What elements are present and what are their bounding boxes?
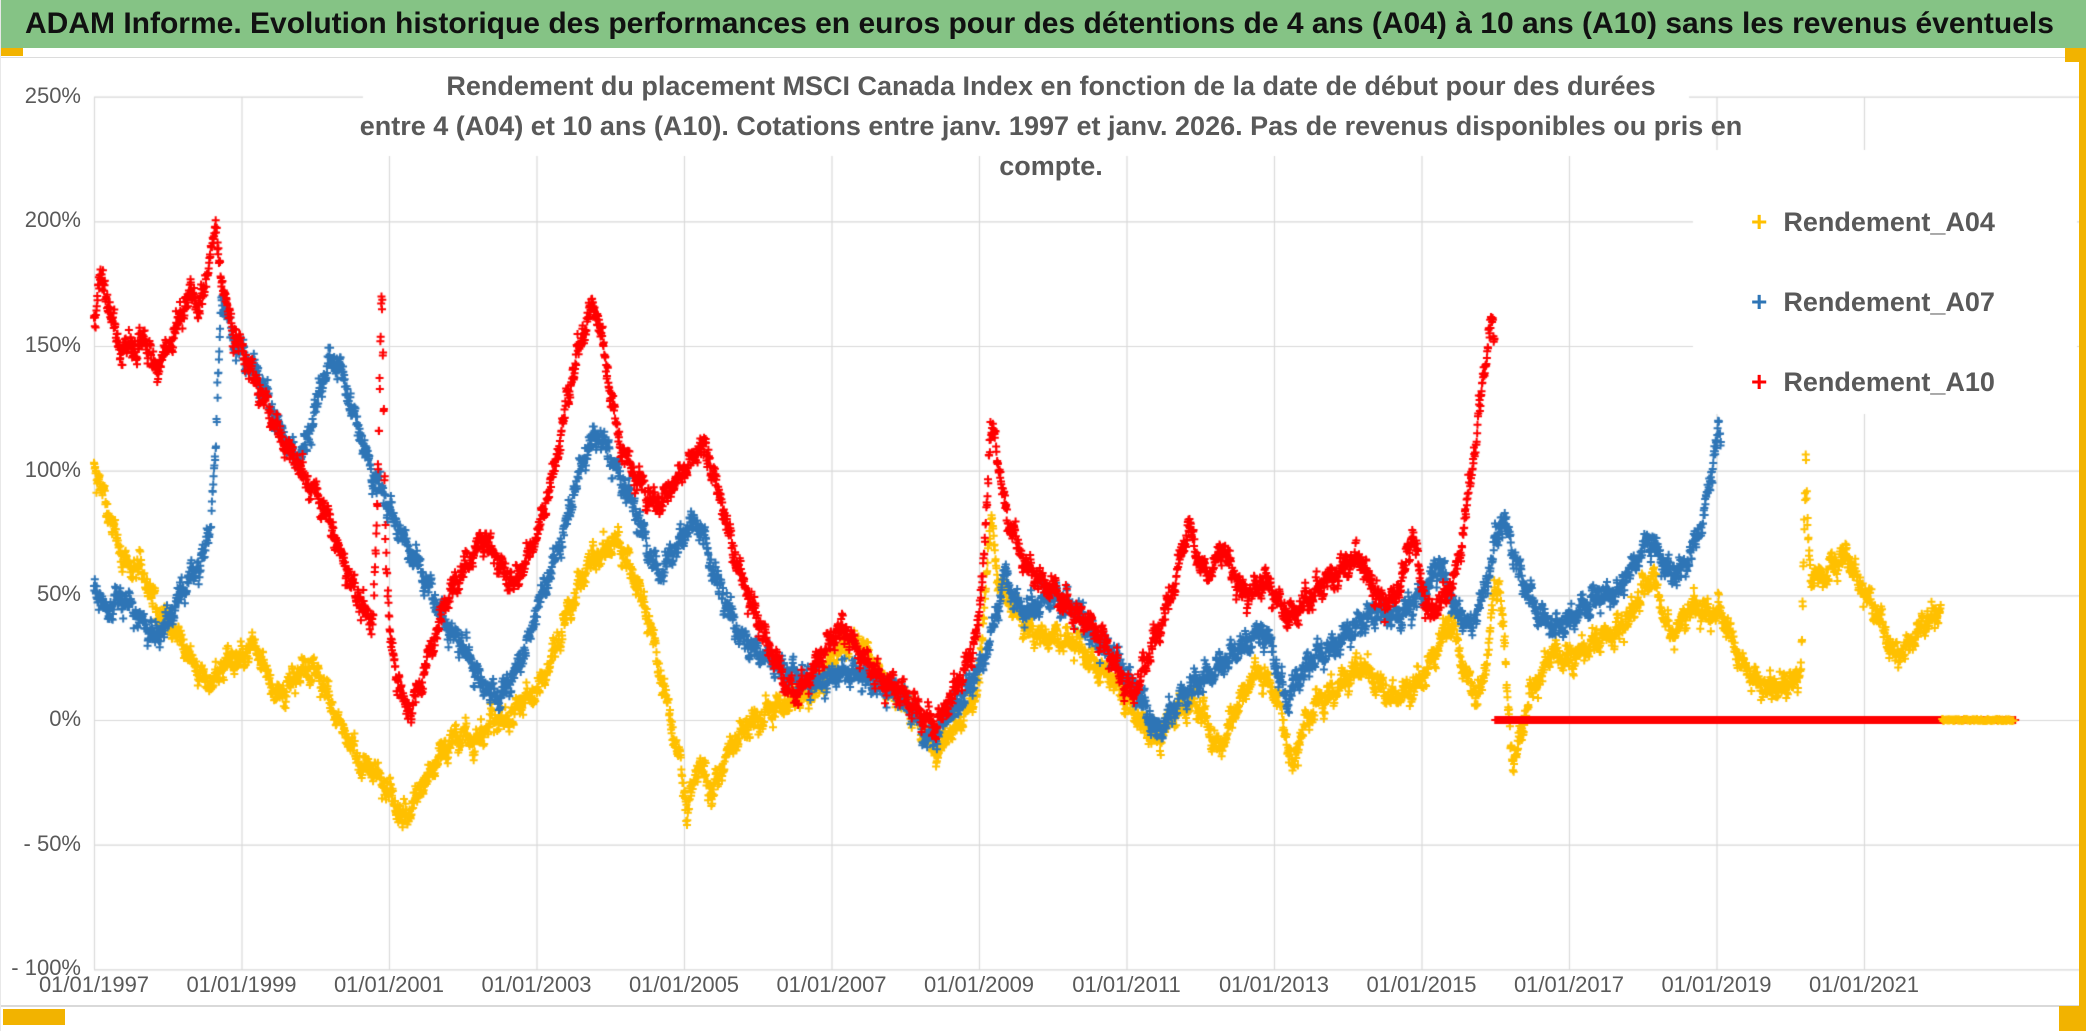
- x-axis-tick-label: 01/01/2021: [1808, 972, 1920, 997]
- x-axis-tick-label: 01/01/2017: [1513, 972, 1625, 997]
- y-axis-tick-label: - 50%: [23, 830, 81, 856]
- x-axis-tick-label: 01/01/1997: [38, 972, 150, 997]
- x-axis-tick-label: 01/01/2005: [628, 972, 740, 997]
- legend-item-rendement-a10[interactable]: + Rendement_A10: [1751, 362, 1995, 402]
- header-divider: [1, 57, 2086, 58]
- plus-marker-icon: +: [1751, 286, 1768, 317]
- x-axis-tick-label: 01/01/2019: [1661, 972, 1772, 997]
- plus-marker-icon: +: [1751, 206, 1768, 237]
- frame-accent-right: [2079, 48, 2086, 1031]
- frame-accent-bottom-left: [3, 1009, 65, 1025]
- legend-item-rendement-a04[interactable]: + Rendement_A04: [1751, 202, 1995, 242]
- chart-title-line1: Rendement du placement MSCI Canada Index…: [446, 71, 1656, 101]
- chart-title-line2: entre 4 (A04) et 10 ans (A10). Cotations…: [359, 111, 1743, 181]
- frame-bottom-divider: [1, 1005, 2086, 1007]
- legend-label: Rendement_A07: [1783, 286, 1995, 317]
- y-axis-tick-label: 200%: [24, 207, 81, 233]
- y-axis-tick-label: - 100%: [11, 955, 81, 981]
- plus-marker-icon: +: [1751, 366, 1768, 397]
- x-axis-tick-label: 01/01/2003: [481, 972, 592, 997]
- y-axis-tick-label: 50%: [36, 581, 81, 607]
- x-axis-tick-label: 01/01/2001: [333, 972, 445, 997]
- y-axis-tick-label: 250%: [24, 82, 81, 108]
- legend-item-rendement-a07[interactable]: + Rendement_A07: [1751, 282, 1995, 322]
- chart-title: Rendement du placement MSCI Canada Index…: [341, 66, 1761, 186]
- x-axis-tick-label: 01/01/2007: [776, 972, 887, 997]
- x-axis-tick-label: 01/01/2009: [923, 972, 1035, 997]
- header-title: ADAM Informe. Evolution historique des p…: [25, 7, 2054, 40]
- y-axis-tick-label: 150%: [24, 332, 81, 357]
- frame-accent-top-left: [1, 48, 23, 56]
- header-bar: ADAM Informe. Evolution historique des p…: [1, 0, 2086, 48]
- y-axis-tick-label: 0%: [49, 706, 81, 731]
- x-axis-tick-label: 01/01/1999: [186, 972, 297, 997]
- y-axis-tick-label: 100%: [24, 456, 81, 482]
- x-axis-tick-label: 01/01/2015: [1366, 972, 1477, 997]
- x-axis-tick-label: 01/01/2011: [1072, 972, 1181, 997]
- frame-accent-bottom-right: [2059, 1006, 2086, 1031]
- legend-label: Rendement_A04: [1783, 206, 1995, 237]
- legend-label: Rendement_A10: [1783, 366, 1995, 397]
- chart-legend: + Rendement_A04 + Rendement_A07 + Rendem…: [1693, 150, 2077, 416]
- x-axis-tick-label: 01/01/2013: [1218, 972, 1330, 997]
